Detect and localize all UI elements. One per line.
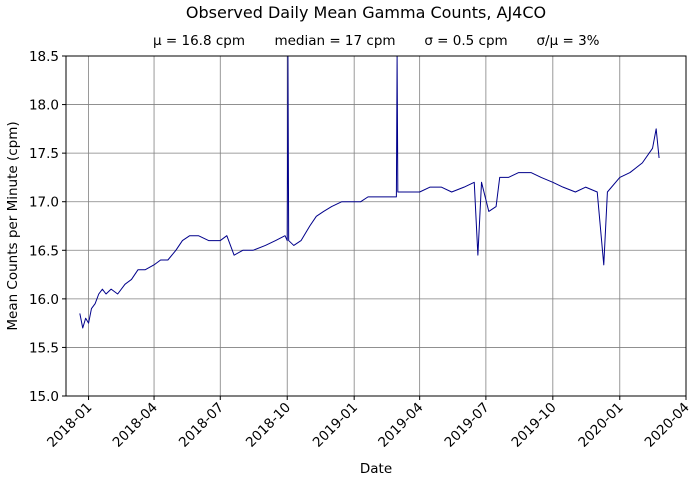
x-tick-label: 2018-07 (176, 400, 227, 451)
y-tick-label: 17.0 (29, 195, 59, 211)
y-tick-label: 15.0 (29, 389, 59, 405)
x-tick-label: 2019-07 (442, 400, 493, 451)
x-tick-label: 2019-01 (310, 400, 361, 451)
y-tick-label: 16.0 (29, 292, 59, 308)
subtitle-median: median = 17 cpm (274, 33, 395, 49)
y-tick-label: 17.5 (29, 146, 59, 162)
chart-title: Observed Daily Mean Gamma Counts, AJ4CO (186, 3, 546, 22)
grid (62, 55, 687, 400)
x-axis-label: Date (360, 461, 392, 477)
x-tick-label: 2020-01 (575, 400, 626, 451)
y-tick-label: 18.0 (29, 98, 59, 114)
y-tick-label: 18.5 (29, 49, 59, 65)
plot-frame (65, 55, 687, 397)
subtitle-mean: μ = 16.8 cpm (153, 33, 245, 49)
series-line-0 (79, 55, 660, 329)
x-tick-label: 2019-10 (508, 400, 559, 451)
tick-labels: 15.0 15.5 16.0 16.5 17.0 17.5 18.0 18.5 2018-01 2… (29, 49, 692, 451)
y-tick-label: 15.5 (29, 340, 59, 356)
y-axis-label: Mean Counts per Minute (cpm) (5, 121, 21, 330)
series-layer (79, 55, 660, 329)
subtitle-ratio: σ/μ = 3% (536, 33, 599, 49)
x-tick-label: 2018-04 (110, 400, 161, 451)
x-tick-label: 2020-04 (642, 400, 692, 451)
y-tick-label: 16.5 (29, 243, 59, 259)
x-tick-label: 2019-04 (375, 400, 426, 451)
x-tick-label: 2018-10 (243, 400, 294, 451)
subtitle-sigma: σ = 0.5 cpm (424, 33, 507, 49)
x-tick-label: 2018-01 (44, 400, 95, 451)
